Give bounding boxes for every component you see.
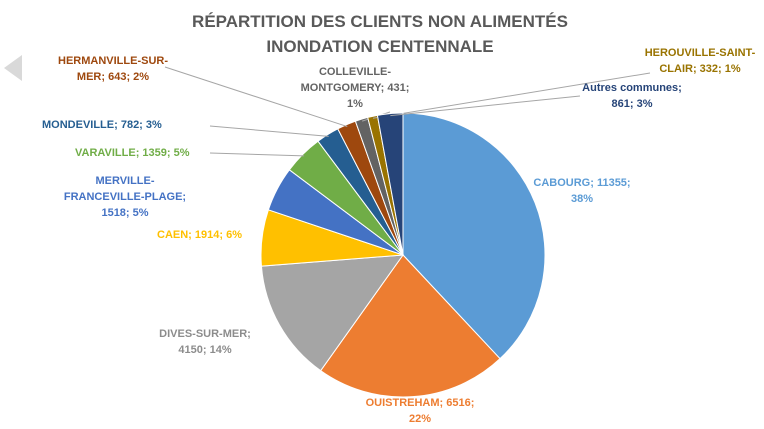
data-label-line: Autres communes; (582, 82, 682, 94)
pie-slice (319, 254, 501, 398)
data-label-line: VARAVILLE; 1359; 5% (75, 147, 190, 159)
data-label-line: MER; 643; 2% (77, 71, 149, 83)
data-label-line: FRANCEVILLE-PLAGE; (64, 191, 186, 203)
data-label-line: 38% (571, 193, 593, 205)
leader-line (209, 152, 305, 157)
data-label-line: CABOURG; 11355; (533, 177, 630, 189)
data-label: HERMANVILLE-SUR- MER; 643; 2% (58, 55, 168, 83)
data-label: MONDEVILLE; 782; 3% (42, 119, 162, 131)
pie-slice (402, 112, 546, 360)
data-label-line: DIVES-SUR-MER; (159, 328, 251, 340)
data-label: OUISTREHAM; 6516; 22% (366, 397, 475, 425)
data-label: CABOURG; 11355; 38% (533, 177, 630, 205)
data-label: CAEN; 1914; 6% (157, 229, 242, 241)
data-label-line: 22% (409, 413, 431, 425)
chart-subtitle: INONDATION CENTENNALE (266, 37, 493, 56)
data-label: COLLEVILLE- MONTGOMERY; 431; 1% (301, 66, 410, 110)
data-label-line: COLLEVILLE- (319, 66, 391, 78)
data-label: HEROUVILLE-SAINT- CLAIR; 332; 1% (645, 47, 756, 75)
data-label-line: 1518; 5% (101, 207, 148, 219)
leader-line (209, 125, 329, 137)
data-label-line: OUISTREHAM; 6516; (366, 397, 475, 409)
data-label-line: 4150; 14% (178, 344, 231, 356)
nav-arrow (4, 55, 22, 81)
leader-line (372, 72, 651, 119)
leader-line (390, 95, 581, 117)
data-label: Autres communes; 861; 3% (582, 82, 682, 110)
data-label-line: MONDEVILLE; 782; 3% (42, 119, 162, 131)
data-label: VARAVILLE; 1359; 5% (75, 147, 190, 159)
data-label-line: MONTGOMERY; 431; (301, 82, 410, 94)
leader-line (164, 66, 348, 128)
data-label-line: MERVILLE- (95, 175, 154, 187)
data-label: MERVILLE- FRANCEVILLE-PLAGE; 1518; 5% (64, 175, 186, 219)
data-label: DIVES-SUR-MER; 4150; 14% (159, 328, 251, 356)
data-label-line: 861; 3% (612, 98, 653, 110)
pie-slice (376, 112, 404, 256)
data-label-line: HEROUVILLE-SAINT- (645, 47, 756, 59)
data-label-line: 1% (347, 98, 363, 110)
data-label-line: CAEN; 1914; 6% (157, 229, 242, 241)
pie-slice (260, 254, 405, 372)
data-label-line: HERMANVILLE-SUR- (58, 55, 168, 67)
data-label-line: CLAIR; 332; 1% (659, 63, 741, 75)
chart-title: RÉPARTITION DES CLIENTS NON ALIMENTÉS (192, 12, 568, 31)
